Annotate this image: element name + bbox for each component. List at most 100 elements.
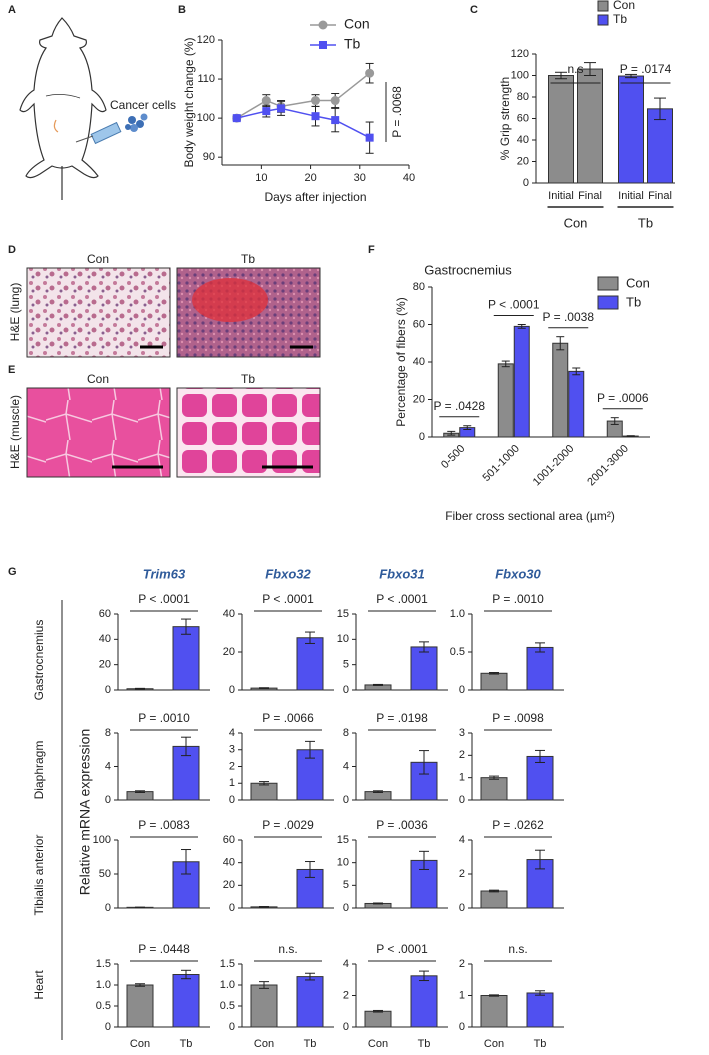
bar	[618, 75, 644, 184]
bar	[480, 672, 508, 691]
y-tick-label: 20	[517, 155, 529, 167]
annotation: P = .0038	[543, 310, 595, 324]
muscle-con-image	[26, 387, 171, 478]
y-tick-label: 0	[105, 1021, 111, 1033]
syringe	[75, 113, 148, 145]
series-line	[236, 107, 370, 139]
y-tick-label: 90	[203, 151, 215, 163]
point	[232, 114, 241, 123]
column-label: Tb	[241, 372, 255, 386]
x-tick-label: Con	[484, 1038, 504, 1050]
x-tick-label: 0-500	[439, 443, 467, 471]
y-tick-label: 4	[229, 727, 235, 739]
bar	[172, 974, 200, 1028]
y-tick-label: 15	[337, 834, 349, 846]
panel-label: E	[8, 364, 15, 376]
chart-title: Gastrocnemius	[424, 262, 512, 277]
annotation: P = .0198	[376, 711, 428, 725]
y-tick-label: 0	[105, 794, 111, 806]
panel-label: B	[178, 4, 186, 16]
x-tick-label: Tb	[304, 1038, 317, 1050]
annotation: P = .0010	[492, 592, 544, 606]
bar	[410, 646, 438, 691]
legend-label: Con	[344, 16, 370, 32]
x-tick-label: Tb	[418, 1038, 431, 1050]
bar	[526, 755, 554, 801]
y-tick-label: 100	[93, 834, 111, 846]
point	[262, 107, 271, 116]
y-tick-label: 60	[99, 608, 111, 620]
annotation: P = .0010	[138, 711, 190, 725]
y-tick-label: 2	[229, 760, 235, 772]
annotation: P = .0066	[262, 711, 314, 725]
x-tick-label: Initial	[618, 190, 644, 202]
gene-title: Fbxo30	[495, 566, 541, 581]
y-tick-label: 0.5	[96, 1000, 111, 1012]
legend-label: Con	[613, 0, 635, 12]
x-tick-label: Final	[578, 190, 602, 202]
x-tick-label: Final	[648, 190, 672, 202]
y-tick-label: 120	[511, 48, 529, 60]
group-label: Con	[564, 215, 588, 230]
y-tick-label: 1	[459, 989, 465, 1001]
annotation: n.s	[567, 62, 583, 76]
y-tick-label: 100	[197, 112, 215, 124]
annotation: P = .0006	[597, 391, 649, 405]
y-tick-label: 0.5	[450, 646, 465, 658]
gene-title: Fbxo31	[379, 566, 425, 581]
y-tick-label: 3	[459, 727, 465, 739]
x-tick-label: Con	[254, 1038, 274, 1050]
y-tick-label: 0	[343, 902, 349, 914]
y-tick-label: 0	[459, 1021, 465, 1033]
bar	[480, 777, 508, 801]
y-tick-label: 0	[523, 177, 529, 189]
y-tick-label: 0	[419, 431, 425, 443]
bar	[526, 992, 554, 1028]
legend-label: Tb	[626, 294, 641, 309]
y-tick-label: 0	[343, 1021, 349, 1033]
lung-con-image	[26, 267, 171, 358]
bar	[647, 108, 673, 184]
legend-marker	[318, 20, 328, 30]
annotation: P = .0448	[138, 942, 190, 956]
y-tick-label: 50	[99, 868, 111, 880]
bar	[497, 363, 514, 438]
x-tick-label: Con	[130, 1038, 150, 1050]
point	[261, 96, 271, 106]
panel-label: F	[368, 244, 375, 256]
x-tick-label: 10	[255, 172, 267, 184]
annotation: P = .0029	[262, 818, 314, 832]
annotation: P = .0098	[492, 711, 544, 725]
gene-title: Fbxo32	[265, 566, 311, 581]
panel-label: A	[8, 4, 16, 16]
y-tick-label: 1	[459, 772, 465, 784]
y-tick-label: 0	[105, 902, 111, 914]
y-tick-label: 0	[343, 684, 349, 696]
y-tick-label: 5	[343, 659, 349, 671]
legend-swatch	[597, 0, 609, 12]
bar	[296, 637, 324, 691]
point	[330, 96, 340, 106]
bar	[480, 995, 508, 1028]
y-tick-label: 20	[223, 646, 235, 658]
y-axis-label: % Grip strength	[498, 77, 512, 160]
y-tick-label: 40	[413, 356, 425, 368]
y-tick-label: 80	[517, 91, 529, 103]
y-tick-label: 0	[459, 902, 465, 914]
point	[311, 96, 320, 106]
muscle-tb-image	[176, 387, 321, 478]
panel-label: D	[8, 244, 16, 256]
x-tick-label: Initial	[548, 190, 574, 202]
y-tick-label: 0	[229, 1021, 235, 1033]
annotation: P = .0083	[138, 818, 190, 832]
column-label: Tb	[241, 252, 255, 266]
point	[277, 104, 286, 113]
bar	[480, 890, 508, 909]
legend-label: Con	[626, 275, 650, 290]
y-tick-label: 40	[517, 134, 529, 146]
tissue-label: Tibialis anterior	[32, 835, 46, 916]
y-tick-label: 1.0	[450, 608, 465, 620]
y-tick-label: 4	[343, 760, 349, 772]
bar	[577, 68, 603, 184]
